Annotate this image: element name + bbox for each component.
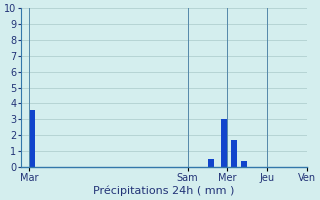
Bar xyxy=(241,161,247,167)
Bar xyxy=(29,110,36,167)
Bar xyxy=(231,140,237,167)
Bar xyxy=(207,159,214,167)
Bar xyxy=(221,119,228,167)
X-axis label: Précipitations 24h ( mm ): Précipitations 24h ( mm ) xyxy=(93,185,234,196)
